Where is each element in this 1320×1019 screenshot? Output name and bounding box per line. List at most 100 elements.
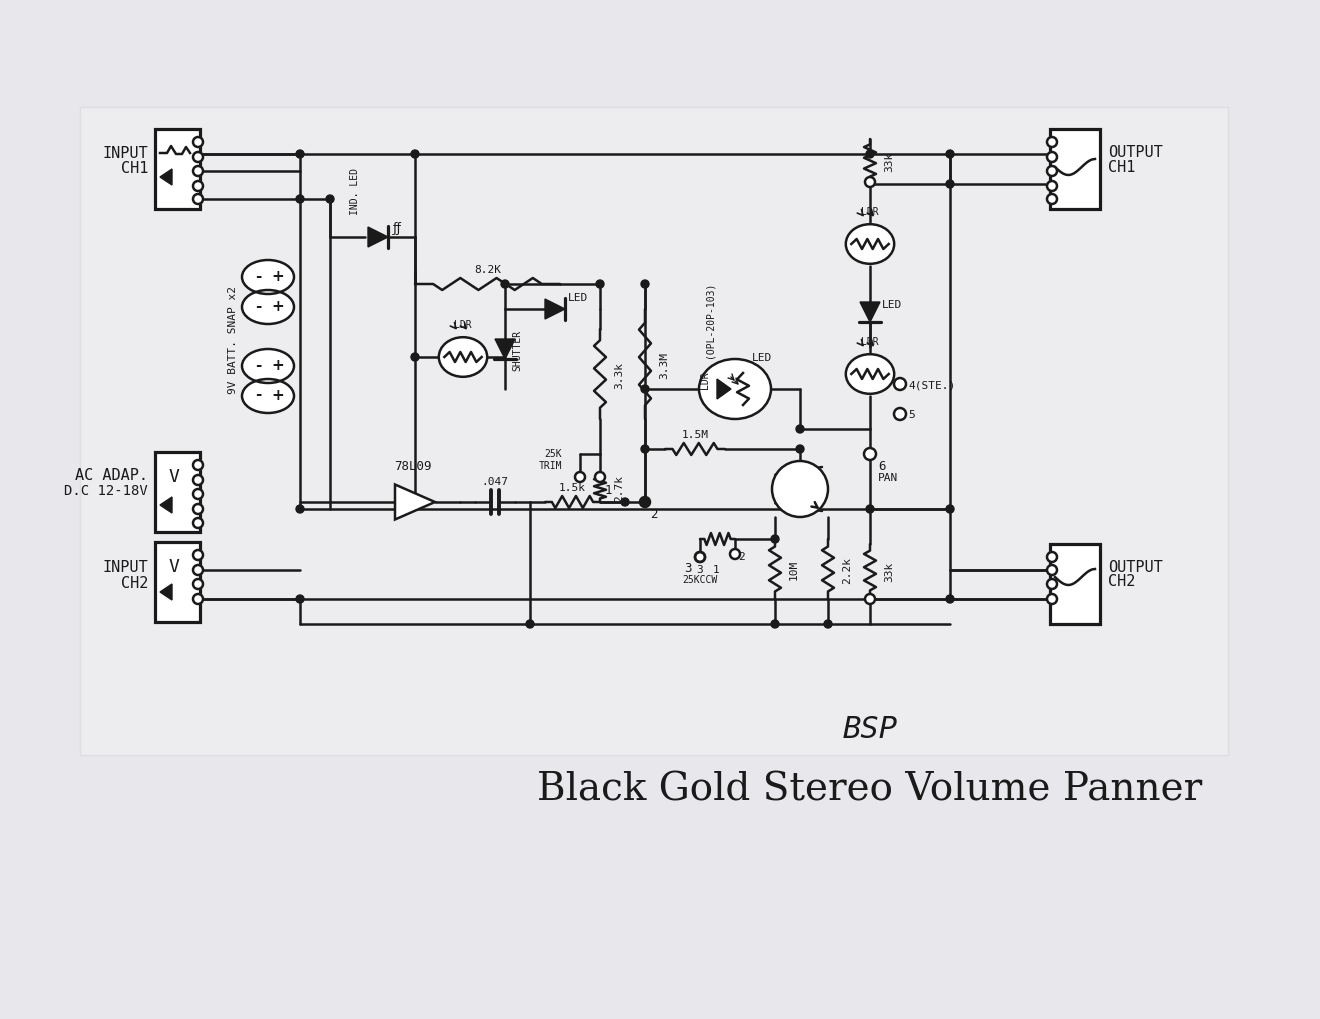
Circle shape — [411, 354, 418, 362]
Text: LED: LED — [568, 292, 589, 303]
Text: IND. LED: IND. LED — [350, 168, 360, 215]
Text: CH1: CH1 — [120, 160, 148, 175]
Polygon shape — [395, 485, 436, 520]
Ellipse shape — [846, 225, 894, 265]
Circle shape — [193, 181, 203, 192]
Circle shape — [193, 167, 203, 177]
Circle shape — [296, 595, 304, 603]
Text: 2.2k: 2.2k — [842, 556, 851, 583]
Circle shape — [824, 621, 832, 629]
Circle shape — [865, 594, 875, 604]
Circle shape — [326, 196, 334, 204]
Ellipse shape — [438, 338, 487, 377]
Circle shape — [193, 594, 203, 604]
Text: Black Gold Stereo Volume Panner: Black Gold Stereo Volume Panner — [537, 770, 1203, 808]
Text: 1: 1 — [605, 483, 612, 496]
Circle shape — [642, 498, 649, 506]
Circle shape — [946, 180, 954, 189]
Circle shape — [894, 379, 906, 390]
FancyBboxPatch shape — [81, 108, 1228, 755]
Circle shape — [642, 280, 649, 288]
Circle shape — [1047, 580, 1057, 589]
Text: 9V BATT. SNAP x2: 9V BATT. SNAP x2 — [228, 285, 238, 393]
Polygon shape — [160, 497, 172, 514]
Text: LDR: LDR — [861, 336, 879, 346]
Circle shape — [772, 462, 828, 518]
Ellipse shape — [242, 261, 294, 294]
Circle shape — [1047, 195, 1057, 205]
Text: 25KCCW: 25KCCW — [682, 575, 718, 585]
Bar — [1049, 544, 1100, 625]
Text: 2: 2 — [649, 508, 657, 521]
Circle shape — [193, 461, 203, 471]
Circle shape — [796, 445, 804, 453]
Circle shape — [525, 621, 535, 629]
Circle shape — [771, 535, 779, 543]
Polygon shape — [368, 228, 388, 248]
Text: 33k: 33k — [884, 560, 894, 581]
Bar — [154, 542, 201, 623]
Text: OUTPUT: OUTPUT — [1107, 559, 1163, 574]
Text: LDR: LDR — [861, 207, 879, 217]
Text: .047: .047 — [482, 477, 508, 486]
Circle shape — [193, 566, 203, 576]
Text: PAN: PAN — [878, 473, 898, 483]
Text: CH2: CH2 — [1107, 574, 1135, 589]
Text: 78L09: 78L09 — [395, 460, 432, 473]
Text: 33k: 33k — [884, 151, 894, 171]
Circle shape — [296, 151, 304, 159]
Circle shape — [597, 280, 605, 288]
Text: 8.2K: 8.2K — [474, 265, 502, 275]
Circle shape — [193, 550, 203, 560]
Text: 6: 6 — [878, 460, 886, 473]
Text: AC ADAP.: AC ADAP. — [75, 468, 148, 483]
Circle shape — [193, 489, 203, 499]
Ellipse shape — [242, 290, 294, 325]
Text: 1.5k: 1.5k — [558, 483, 586, 492]
Ellipse shape — [242, 350, 294, 383]
Text: SHUTTER: SHUTTER — [512, 329, 521, 370]
Polygon shape — [717, 380, 731, 399]
Circle shape — [193, 476, 203, 485]
Circle shape — [946, 505, 954, 514]
Circle shape — [696, 552, 705, 562]
Circle shape — [642, 385, 649, 393]
Text: 4(STE.): 4(STE.) — [908, 380, 956, 389]
Polygon shape — [495, 339, 515, 360]
Text: 3: 3 — [697, 565, 704, 575]
Bar — [154, 452, 201, 533]
Text: 10M: 10M — [789, 559, 799, 580]
Circle shape — [866, 151, 874, 159]
Text: -: - — [255, 268, 261, 283]
Polygon shape — [160, 585, 172, 600]
Circle shape — [193, 580, 203, 589]
Text: OUTPUT: OUTPUT — [1107, 145, 1163, 159]
Ellipse shape — [846, 355, 894, 394]
Circle shape — [946, 151, 954, 159]
Circle shape — [411, 151, 418, 159]
Circle shape — [1047, 566, 1057, 576]
Text: INPUT: INPUT — [103, 560, 148, 575]
Text: V: V — [169, 468, 180, 485]
Bar — [154, 129, 201, 210]
Text: 3.3M: 3.3M — [659, 352, 669, 378]
Text: +: + — [272, 299, 284, 313]
Text: (OPL-20P-103): (OPL-20P-103) — [705, 281, 715, 358]
Circle shape — [696, 552, 705, 562]
Text: 1: 1 — [713, 565, 719, 575]
Circle shape — [296, 196, 304, 204]
Circle shape — [946, 595, 954, 603]
Text: CH1: CH1 — [1107, 159, 1135, 174]
Text: LDR: LDR — [454, 320, 471, 330]
Circle shape — [796, 426, 804, 433]
Text: CH2: CH2 — [120, 575, 148, 590]
Ellipse shape — [242, 380, 294, 414]
Circle shape — [865, 178, 875, 187]
Text: 1.5M: 1.5M — [681, 430, 709, 439]
Circle shape — [576, 473, 585, 483]
Circle shape — [642, 445, 649, 453]
Circle shape — [1047, 181, 1057, 192]
Circle shape — [865, 448, 876, 461]
Circle shape — [1047, 167, 1057, 177]
Circle shape — [193, 519, 203, 529]
